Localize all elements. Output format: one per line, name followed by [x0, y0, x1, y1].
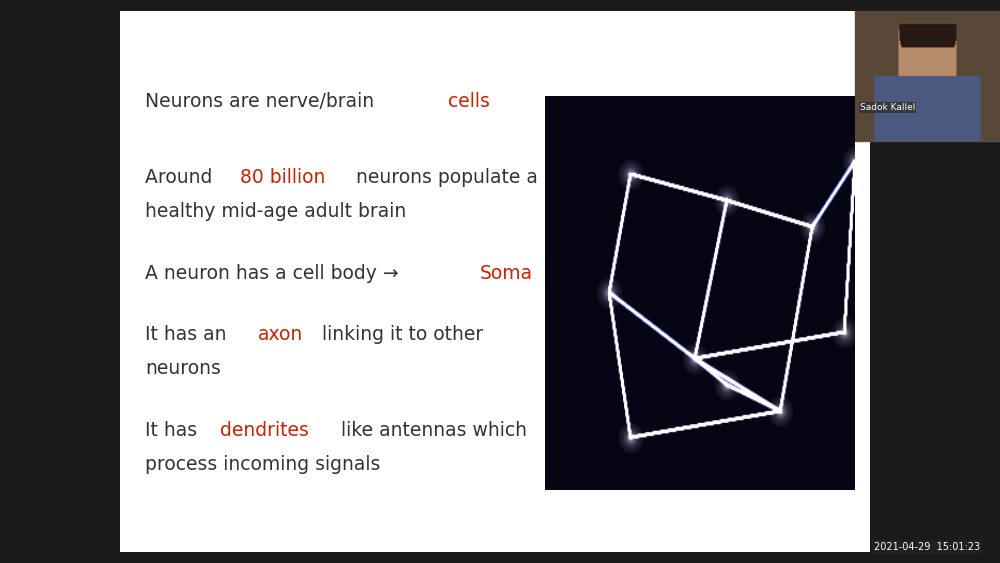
Text: 2021-04-29  15:01:23: 2021-04-29 15:01:23: [874, 542, 980, 552]
Text: Around: Around: [145, 168, 218, 187]
Text: It has an: It has an: [145, 325, 232, 345]
Text: A neuron has a cell body →: A neuron has a cell body →: [145, 263, 405, 283]
Text: neurons populate a: neurons populate a: [350, 168, 538, 187]
Text: 80 billion: 80 billion: [240, 168, 325, 187]
Text: like antennas which: like antennas which: [335, 421, 527, 440]
Text: Soma: Soma: [480, 263, 533, 283]
Text: Neurons are nerve/brain: Neurons are nerve/brain: [145, 92, 380, 111]
Text: cells: cells: [448, 92, 490, 111]
Text: dendrites: dendrites: [220, 421, 309, 440]
Text: It has: It has: [145, 421, 203, 440]
Bar: [120, 11, 870, 552]
Text: axon: axon: [258, 325, 303, 345]
Bar: [855, 11, 1000, 141]
Text: Sadok Kallel: Sadok Kallel: [860, 103, 915, 112]
Text: neurons: neurons: [145, 359, 221, 378]
Text: healthy mid-age adult brain: healthy mid-age adult brain: [145, 202, 406, 221]
Text: process incoming signals: process incoming signals: [145, 455, 380, 474]
Text: linking it to other: linking it to other: [316, 325, 484, 345]
